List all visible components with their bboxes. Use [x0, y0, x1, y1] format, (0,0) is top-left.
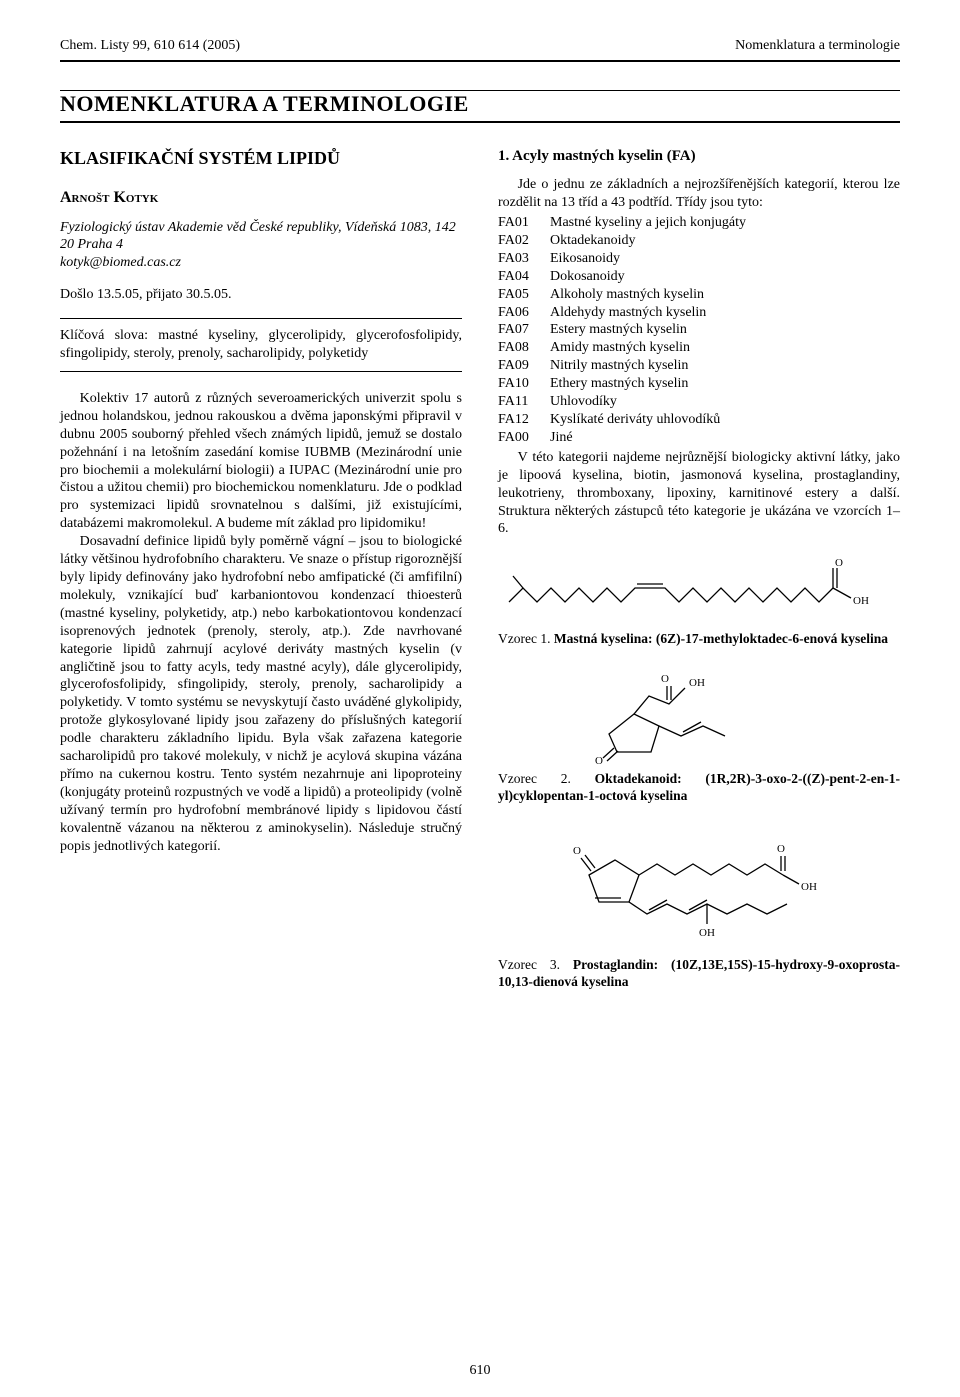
fa-row: FA04Dokosanoidy	[498, 268, 900, 286]
fa-code: FA05	[498, 286, 550, 304]
fa-row: FA08Amidy mastných kyselin	[498, 339, 900, 357]
running-head: Chem. Listy 99, 610 614 (2005) Nomenklat…	[60, 38, 900, 54]
svg-text:OH: OH	[689, 677, 705, 689]
fa-row: FA12Kyslíkaté deriváty uhlovodíků	[498, 411, 900, 429]
fa-row: FA11Uhlovodíky	[498, 393, 900, 411]
fa-label: Alkoholy mastných kyselin	[550, 286, 704, 304]
svg-text:O: O	[595, 755, 603, 764]
fa-intro: Jde o jednu ze základních a nejrozšířeně…	[498, 176, 900, 212]
fa-code: FA04	[498, 268, 550, 286]
formula-3-lead: Vzorec 3.	[498, 957, 573, 972]
author-name: Arnošt Kotyk	[60, 188, 462, 208]
fa-code: FA00	[498, 429, 550, 447]
svg-text:O: O	[661, 673, 669, 685]
fa-label: Amidy mastných kyselin	[550, 339, 690, 357]
keywords-block: Klíčová slova: mastné kyseliny, glycerol…	[60, 318, 462, 372]
body-paragraph-1: Kolektiv 17 autorů z různých severoameri…	[60, 390, 462, 533]
fa-row: FA09Nitrily mastných kyselin	[498, 357, 900, 375]
fa-code: FA09	[498, 357, 550, 375]
fa-label: Eikosanoidy	[550, 250, 620, 268]
fa-label: Estery mastných kyselin	[550, 321, 687, 339]
svg-text:OH: OH	[699, 927, 715, 939]
fa-row: FA02Oktadekanoidy	[498, 232, 900, 250]
fa-code: FA07	[498, 321, 550, 339]
fa-row: FA03Eikosanoidy	[498, 250, 900, 268]
fa-code: FA03	[498, 250, 550, 268]
received-line: Došlo 13.5.05, přijato 30.5.05.	[60, 286, 462, 304]
heading-fa: 1. Acyly mastných kyselin (FA)	[498, 147, 900, 166]
article-title: KLASIFIKAČNÍ SYSTÉM LIPIDŮ	[60, 147, 462, 170]
rule-kw-top	[60, 318, 462, 319]
fa-label: Jiné	[550, 429, 573, 447]
running-head-right: Nomenklatura a terminologie	[735, 38, 900, 54]
svg-text:O: O	[777, 843, 785, 855]
fa-after-list: V této kategorii najdeme nejrůznější bio…	[498, 449, 900, 539]
fa-row: FA07Estery mastných kyselin	[498, 321, 900, 339]
formula-2-caption: Vzorec 2. Oktadekanoid: (1R,2R)-3-oxo-2-…	[498, 770, 900, 805]
fa-class-list: FA01Mastné kyseliny a jejich konjugáty F…	[498, 214, 900, 447]
formula-1-lead: Vzorec 1.	[498, 631, 554, 646]
fa-row: FA01Mastné kyseliny a jejich konjugáty	[498, 214, 900, 232]
fa-label: Oktadekanoidy	[550, 232, 636, 250]
author-email: kotyk@biomed.cas.cz	[60, 255, 181, 270]
formula-1-name: Mastná kyselina: (6Z)-17-methyloktadec-6…	[554, 631, 888, 646]
fa-code: FA10	[498, 375, 550, 393]
fa-row: FA10Ethery mastných kyselin	[498, 375, 900, 393]
svg-text:O: O	[835, 557, 843, 569]
fa-row: FA05Alkoholy mastných kyselin	[498, 286, 900, 304]
fa-code: FA06	[498, 304, 550, 322]
running-head-left: Chem. Listy 99, 610 614 (2005)	[60, 38, 240, 54]
formula-3-structure: O O OH OH	[498, 820, 900, 950]
fa-code: FA08	[498, 339, 550, 357]
fa-label: Mastné kyseliny a jejich konjugáty	[550, 214, 746, 232]
fa-code: FA12	[498, 411, 550, 429]
formula-3-caption: Vzorec 3. Prostaglandin: (10Z,13E,15S)-1…	[498, 956, 900, 991]
svg-text:O: O	[573, 845, 581, 857]
formula-2-structure: O O OH	[498, 664, 900, 764]
formula-1-caption: Vzorec 1. Mastná kyselina: (6Z)-17-methy…	[498, 630, 900, 647]
rule-top	[60, 60, 900, 62]
fa-label: Dokosanoidy	[550, 268, 625, 286]
fa-code: FA11	[498, 393, 550, 411]
body-paragraph-2: Dosavadní definice lipidů byly poměrně v…	[60, 533, 462, 855]
two-column-layout: KLASIFIKAČNÍ SYSTÉM LIPIDŮ Arnošt Kotyk …	[60, 147, 900, 997]
svg-text:OH: OH	[853, 595, 869, 607]
fa-row: FA00Jiné	[498, 429, 900, 447]
fa-label: Kyslíkaté deriváty uhlovodíků	[550, 411, 720, 429]
svg-text:OH: OH	[801, 881, 817, 893]
fa-row: FA06Aldehydy mastných kyselin	[498, 304, 900, 322]
section-title: NOMENKLATURA A TERMINOLOGIE	[60, 91, 900, 117]
fa-label: Ethery mastných kyselin	[550, 375, 688, 393]
left-column: KLASIFIKAČNÍ SYSTÉM LIPIDŮ Arnošt Kotyk …	[60, 147, 462, 997]
affiliation-text: Fyziologický ústav Akademie věd České re…	[60, 220, 456, 253]
rule-below-section	[60, 121, 900, 123]
fa-label: Nitrily mastných kyselin	[550, 357, 688, 375]
page-number: 610	[0, 1363, 960, 1379]
formula-1-structure: O OH	[498, 554, 900, 624]
right-column: 1. Acyly mastných kyselin (FA) Jde o jed…	[498, 147, 900, 997]
fa-label: Aldehydy mastných kyselin	[550, 304, 706, 322]
affiliation: Fyziologický ústav Akademie věd České re…	[60, 219, 462, 273]
formula-2-lead: Vzorec 2.	[498, 771, 595, 786]
rule-kw-bottom	[60, 371, 462, 372]
fa-label: Uhlovodíky	[550, 393, 617, 411]
keywords-text: Klíčová slova: mastné kyseliny, glycerol…	[60, 321, 462, 369]
fa-code: FA01	[498, 214, 550, 232]
fa-code: FA02	[498, 232, 550, 250]
